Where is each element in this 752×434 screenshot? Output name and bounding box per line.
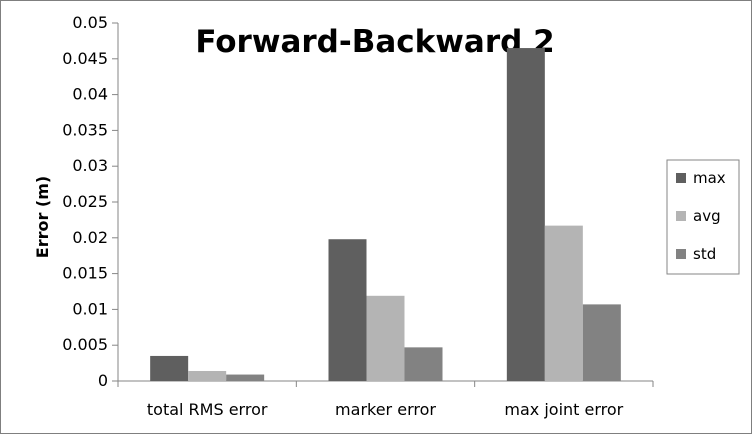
- y-tick-label: 0.005: [62, 335, 108, 354]
- bar-std: [226, 374, 265, 381]
- legend-swatch-std: [676, 249, 686, 259]
- y-tick-label: 0.01: [72, 299, 108, 318]
- y-tick-label: 0.03: [72, 156, 108, 175]
- chart-title: Forward-Backward 2: [195, 24, 554, 60]
- y-tick-label: 0.05: [72, 13, 108, 32]
- y-tick-label: 0.035: [62, 120, 108, 139]
- bar-max: [506, 48, 545, 382]
- bar-avg: [188, 370, 227, 381]
- bar-max: [328, 239, 367, 381]
- legend-swatch-max: [676, 173, 686, 183]
- y-tick-label: 0: [98, 371, 108, 390]
- x-category-label: max joint error: [504, 400, 623, 419]
- y-tick-label: 0.045: [62, 49, 108, 68]
- y-tick-label: 0.025: [62, 192, 108, 211]
- legend-swatch-avg: [676, 211, 686, 221]
- y-tick-label: 0.015: [62, 264, 108, 283]
- y-axis-label: Error (m): [33, 176, 52, 258]
- legend-label-std: std: [693, 245, 716, 263]
- x-category-label: total RMS error: [147, 400, 268, 419]
- bar-std: [582, 304, 621, 381]
- x-category-label: marker error: [335, 400, 436, 419]
- bar-avg: [544, 225, 583, 381]
- legend-label-avg: avg: [693, 207, 721, 225]
- bar-max: [150, 355, 189, 381]
- legend-label-max: max: [693, 169, 726, 187]
- y-tick-label: 0.02: [72, 228, 108, 247]
- bar-avg: [366, 295, 405, 381]
- bar-std: [404, 347, 443, 381]
- y-tick-label: 0.04: [72, 85, 108, 104]
